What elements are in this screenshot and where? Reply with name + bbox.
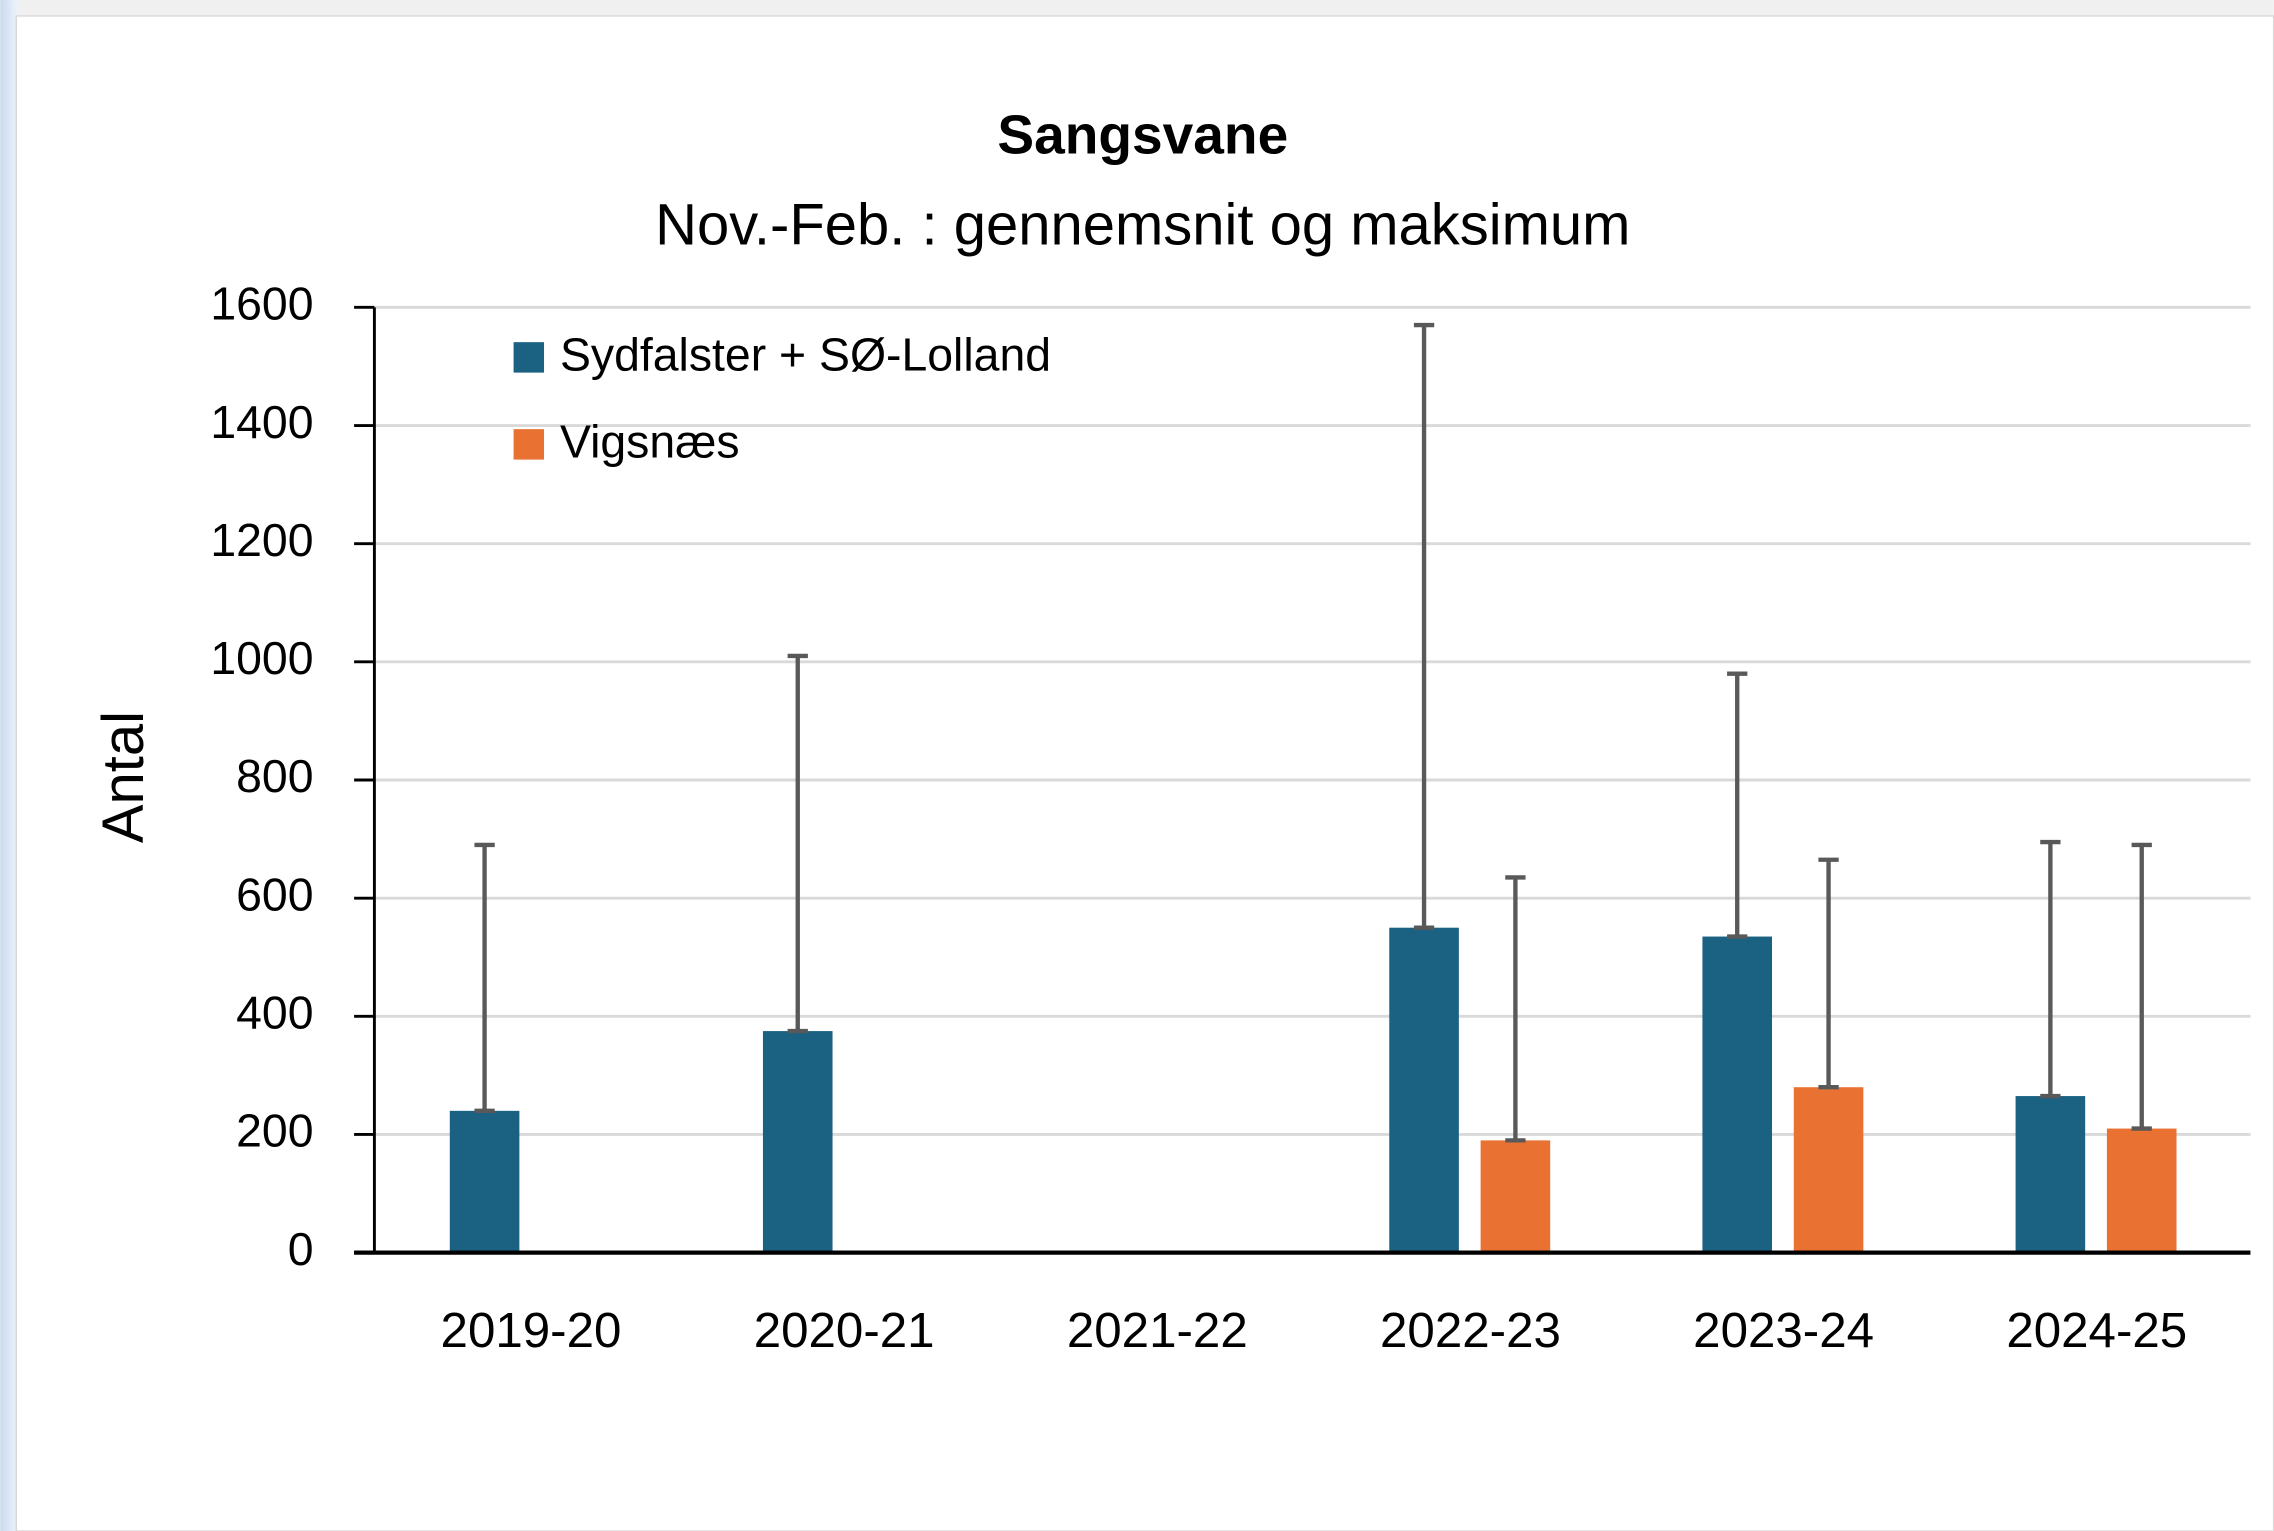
bar: [1480, 1140, 1551, 1253]
error-bar: [474, 842, 495, 1114]
bar: [1389, 927, 1459, 1253]
x-tick-label: 2019-20: [441, 1303, 622, 1358]
bar: [762, 1031, 833, 1253]
x-tick-label: 2024-25: [2006, 1303, 2187, 1358]
y-tick-label: 0: [288, 1223, 314, 1275]
x-tick-label: 2023-24: [1693, 1303, 1874, 1358]
error-bar: [1505, 875, 1526, 1143]
error-bar: [1818, 857, 1839, 1090]
y-tick-label: 1600: [210, 278, 313, 330]
y-axis-label: Antal: [92, 711, 156, 843]
x-tick-label: 2022-23: [1380, 1303, 1561, 1358]
legend-swatch: [513, 429, 545, 460]
x-tick-label: 2021-22: [1067, 1303, 1248, 1358]
chart-title: Sangsvane: [997, 104, 1288, 166]
legend-label: Vigsnæs: [560, 415, 740, 467]
y-tick-label: 400: [236, 987, 313, 1039]
y-tick-label: 1400: [210, 396, 313, 448]
y-tick-label: 1200: [210, 514, 313, 566]
bar: [1793, 1087, 1864, 1253]
bar: [449, 1110, 520, 1253]
y-tick-label: 600: [236, 868, 313, 920]
legend-label: Sydfalster + SØ-Lolland: [560, 328, 1051, 380]
bar: [1702, 936, 1773, 1253]
y-tick-label: 800: [236, 750, 313, 802]
bar: [2015, 1096, 2086, 1253]
error-bar: [1413, 322, 1435, 930]
error-bar: [2131, 842, 2152, 1131]
edge: [0, 0, 18, 1531]
error-bar: [787, 653, 808, 1034]
bar: [2106, 1128, 2177, 1253]
x-tick-label: 2020-21: [754, 1303, 935, 1358]
chart-subtitle: Nov.-Feb. : gennemsnit og maksimum: [655, 193, 1630, 257]
y-tick-label: 200: [236, 1105, 313, 1157]
legend-swatch: [513, 342, 545, 373]
chart-area: [15, 15, 2274, 1531]
y-tick-label: 1000: [210, 632, 313, 684]
error-bar: [1727, 671, 1748, 939]
error-bar: [2040, 839, 2061, 1099]
